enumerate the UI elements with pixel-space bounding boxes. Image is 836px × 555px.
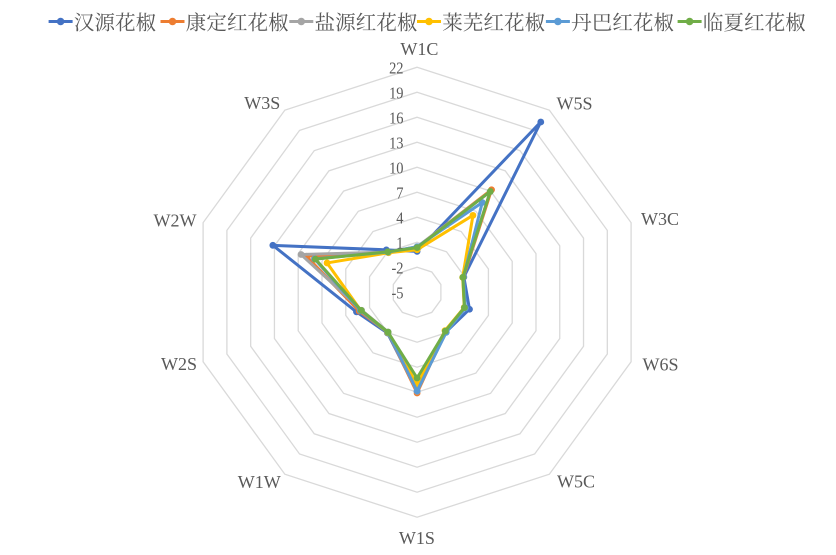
- svg-text:16: 16: [389, 110, 404, 128]
- svg-text:22: 22: [389, 60, 404, 78]
- svg-text:W5S: W5S: [557, 94, 593, 114]
- svg-text:W2W: W2W: [154, 210, 197, 230]
- svg-text:W2S: W2S: [161, 354, 197, 374]
- svg-text:13: 13: [389, 135, 404, 153]
- svg-text:W5C: W5C: [557, 472, 595, 492]
- svg-text:W1S: W1S: [399, 528, 435, 548]
- svg-text:7: 7: [396, 185, 403, 203]
- svg-text:W1W: W1W: [238, 472, 281, 492]
- svg-text:W1C: W1C: [400, 39, 438, 59]
- svg-text:W3S: W3S: [244, 93, 280, 113]
- svg-text:19: 19: [389, 85, 404, 103]
- svg-text:-2: -2: [391, 260, 403, 278]
- svg-text:W3C: W3C: [641, 209, 679, 229]
- svg-text:10: 10: [389, 160, 404, 178]
- svg-text:W6S: W6S: [643, 355, 679, 375]
- svg-text:1: 1: [396, 235, 403, 253]
- svg-text:4: 4: [396, 210, 403, 228]
- svg-text:-5: -5: [391, 285, 403, 303]
